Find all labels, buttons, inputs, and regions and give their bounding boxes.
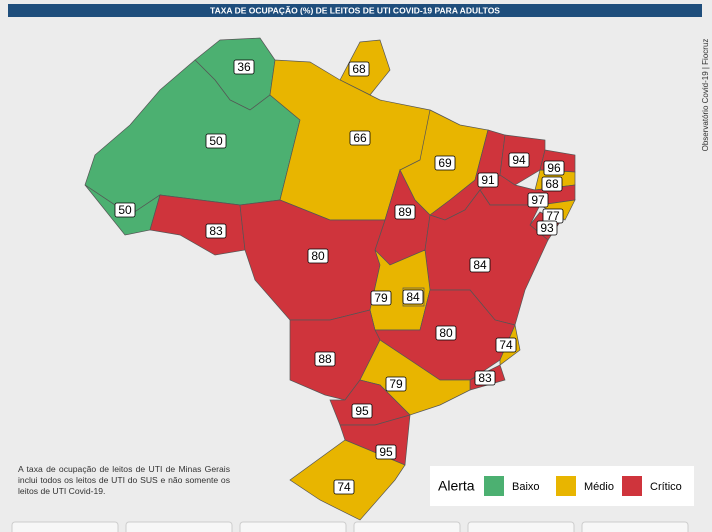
value-box <box>233 59 255 75</box>
value-box <box>205 133 227 149</box>
value-box <box>469 257 491 273</box>
state-value: 68 <box>545 177 559 191</box>
legend-label: Crítico <box>650 481 682 493</box>
state-value: 84 <box>473 258 487 272</box>
value-box <box>348 61 370 77</box>
tab <box>581 521 689 532</box>
value-box <box>351 403 373 419</box>
tab <box>467 521 575 532</box>
state-value: 50 <box>118 203 132 217</box>
value-box <box>333 479 355 495</box>
value-box <box>536 220 558 236</box>
tab <box>239 521 347 532</box>
legend-label: Baixo <box>512 481 540 493</box>
value-box <box>375 444 397 460</box>
state-value: 69 <box>438 156 452 170</box>
states <box>84 37 576 521</box>
value-box <box>385 376 407 392</box>
state-value: 89 <box>398 205 412 219</box>
footnote: A taxa de ocupação de leitos de UTI de M… <box>18 464 230 496</box>
state-value: 77 <box>546 209 560 223</box>
value-box <box>402 289 424 305</box>
value-box <box>370 290 392 306</box>
value-box <box>205 223 227 239</box>
value-box <box>474 370 496 386</box>
state-value: 74 <box>337 480 351 494</box>
value-box <box>543 160 565 176</box>
state-value: 93 <box>540 221 554 235</box>
value-box <box>434 155 456 171</box>
legend-swatch <box>622 476 642 496</box>
value-box <box>541 176 563 192</box>
value-box <box>477 172 499 188</box>
state-value: 79 <box>389 377 403 391</box>
value-box <box>349 130 371 146</box>
value-box <box>527 192 549 208</box>
value-box <box>435 325 457 341</box>
date-tabs <box>11 521 689 532</box>
tab <box>125 521 233 532</box>
value-box <box>307 248 329 264</box>
state-value: 97 <box>531 193 545 207</box>
state-value: 79 <box>374 291 388 305</box>
value-box <box>508 152 530 168</box>
tab <box>11 521 119 532</box>
state-value: 66 <box>353 131 367 145</box>
tab <box>353 521 461 532</box>
state-value: 80 <box>311 249 325 263</box>
value-box <box>314 351 336 367</box>
legend-title: Alerta <box>438 478 475 494</box>
state-value: 36 <box>237 60 251 74</box>
legend-swatch <box>484 476 504 496</box>
title-bar <box>8 4 702 17</box>
state-value: 88 <box>318 352 332 366</box>
legend-label: Médio <box>584 481 614 493</box>
state-value: 83 <box>209 224 223 238</box>
state-value: 95 <box>379 445 393 459</box>
state <box>149 194 246 256</box>
title: TAXA DE OCUPAÇÃO (%) DE LEITOS DE UTI CO… <box>210 5 500 15</box>
credit: Observatório Covid-19 | Fiocruz <box>701 39 710 152</box>
state-value: 94 <box>512 153 526 167</box>
legend-swatch <box>556 476 576 496</box>
state-value: 83 <box>478 371 492 385</box>
state-value: 84 <box>406 290 420 304</box>
value-box <box>495 337 517 353</box>
value-box <box>394 204 416 220</box>
state-value: 68 <box>352 62 366 76</box>
value-box <box>114 202 136 218</box>
state-value: 91 <box>481 173 495 187</box>
state-value: 50 <box>209 134 223 148</box>
state-value: 80 <box>439 326 453 340</box>
state-value: 95 <box>355 404 369 418</box>
state-value: 96 <box>547 161 561 175</box>
state-value: 74 <box>499 338 513 352</box>
